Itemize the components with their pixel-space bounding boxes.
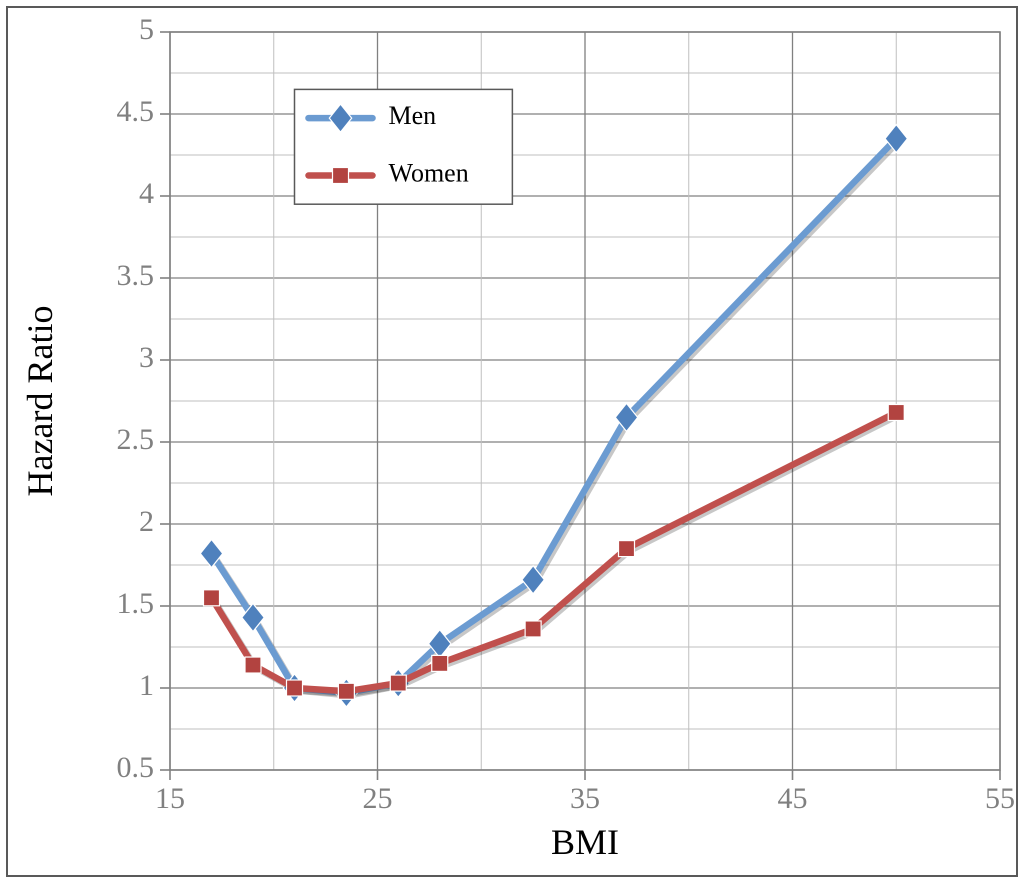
marker-women <box>525 621 541 637</box>
legend-label-women: Women <box>389 158 469 187</box>
marker-women <box>287 680 303 696</box>
x-axis-label: BMI <box>551 822 619 862</box>
y-tick-label: 3.5 <box>117 259 155 292</box>
legend-label-men: Men <box>389 101 437 130</box>
y-tick-label: 2 <box>139 505 154 538</box>
x-tick-label: 25 <box>363 782 393 815</box>
y-tick-label: 0.5 <box>117 751 155 784</box>
y-tick-label: 4.5 <box>117 95 155 128</box>
marker-women <box>619 541 635 557</box>
marker-women <box>245 657 261 673</box>
y-tick-label: 4 <box>139 177 154 210</box>
y-tick-label: 3 <box>139 341 154 374</box>
legend-marker-women <box>333 168 349 184</box>
x-tick-label: 55 <box>985 782 1015 815</box>
chart-container: MenWomen 0.511.522.533.544.551525354555 … <box>0 0 1024 883</box>
x-tick-label: 35 <box>570 782 600 815</box>
y-tick-label: 1.5 <box>117 587 155 620</box>
y-tick-label: 2.5 <box>117 423 155 456</box>
marker-women <box>390 675 406 691</box>
marker-women <box>432 655 448 671</box>
hazard-ratio-chart: MenWomen 0.511.522.533.544.551525354555 … <box>0 0 1024 883</box>
marker-women <box>338 683 354 699</box>
y-tick-label: 1 <box>139 669 154 702</box>
marker-women <box>204 590 220 606</box>
x-tick-label: 15 <box>155 782 185 815</box>
y-axis-label: Hazard Ratio <box>20 306 60 497</box>
x-tick-label: 45 <box>778 782 808 815</box>
y-tick-label: 5 <box>139 13 154 46</box>
marker-women <box>888 404 904 420</box>
